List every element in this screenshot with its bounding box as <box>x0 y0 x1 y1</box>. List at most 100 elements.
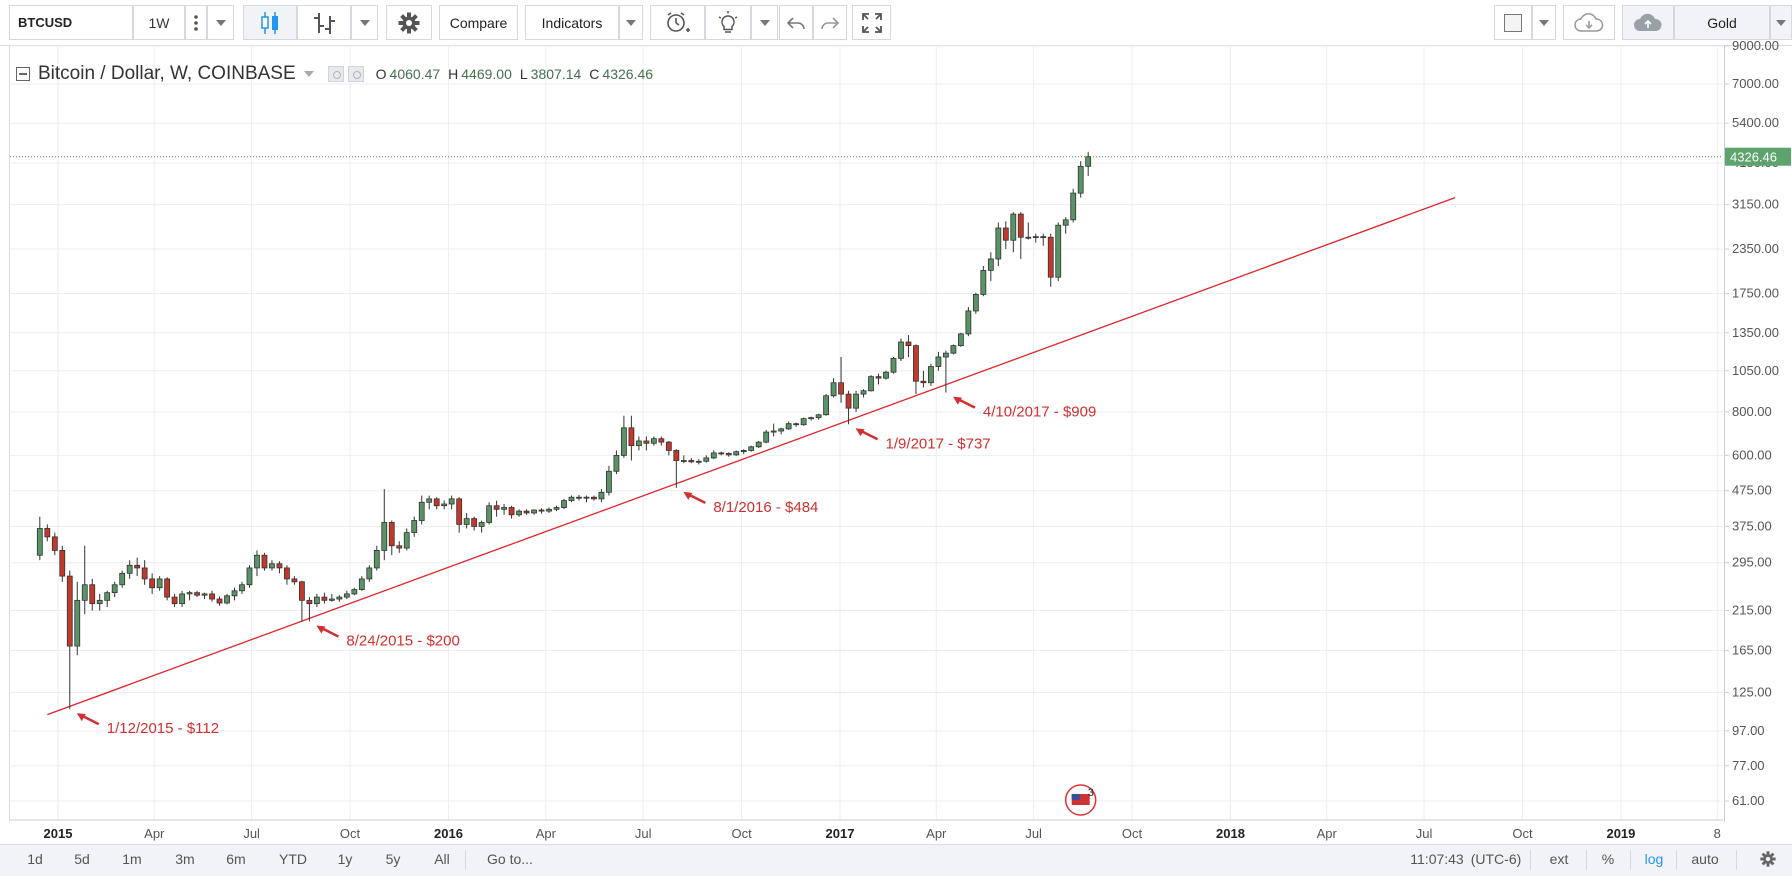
candle[interactable] <box>763 429 770 444</box>
candle[interactable] <box>965 307 972 337</box>
candle[interactable] <box>561 498 567 510</box>
price-axis[interactable] <box>1724 46 1792 822</box>
candle[interactable] <box>673 449 680 488</box>
candle[interactable] <box>546 507 552 513</box>
load-chart-button[interactable] <box>1563 5 1615 40</box>
candle[interactable] <box>1077 161 1084 198</box>
candle[interactable] <box>883 370 889 380</box>
candle[interactable] <box>972 292 979 314</box>
candle[interactable] <box>733 450 740 456</box>
candle[interactable] <box>1002 221 1009 249</box>
candle[interactable] <box>800 417 807 426</box>
annotation[interactable]: 8/1/2016 - $484 <box>683 491 818 516</box>
candle[interactable] <box>478 520 485 533</box>
candle[interactable] <box>725 452 732 457</box>
candle[interactable] <box>845 390 852 425</box>
candle[interactable] <box>51 532 58 556</box>
candle[interactable] <box>1062 217 1069 234</box>
candle[interactable] <box>246 565 253 588</box>
candle[interactable] <box>463 512 470 529</box>
candle[interactable] <box>343 590 350 600</box>
candle[interactable] <box>740 449 747 455</box>
candle[interactable] <box>531 509 537 515</box>
candle[interactable] <box>433 497 440 510</box>
candle[interactable] <box>650 436 657 446</box>
candle[interactable] <box>695 459 702 465</box>
events-badge[interactable]: 3 <box>1064 784 1097 816</box>
candle[interactable] <box>164 577 171 601</box>
candle[interactable] <box>486 502 493 525</box>
candle[interactable] <box>313 593 320 608</box>
candle[interactable] <box>905 335 912 358</box>
candle[interactable] <box>748 445 755 452</box>
candle[interactable] <box>943 350 949 393</box>
candle[interactable] <box>44 524 51 542</box>
settings-button[interactable] <box>386 5 432 40</box>
range-5y[interactable]: 5y <box>385 851 401 867</box>
annotation[interactable]: 8/24/2015 - $200 <box>316 625 460 649</box>
ideas-dropdown-button[interactable] <box>751 5 778 40</box>
candle[interactable] <box>111 581 118 598</box>
auto-toggle[interactable]: auto <box>1691 851 1719 867</box>
range-5d[interactable]: 5d <box>74 851 90 867</box>
trendline[interactable] <box>47 197 1456 716</box>
candle[interactable] <box>785 421 792 430</box>
candle[interactable] <box>606 465 612 496</box>
candle[interactable] <box>74 581 81 656</box>
candle[interactable] <box>216 596 223 606</box>
candle[interactable] <box>898 338 904 362</box>
candle[interactable] <box>598 489 605 503</box>
annotation[interactable]: 1/12/2015 - $112 <box>76 713 219 737</box>
candle[interactable] <box>119 570 126 588</box>
candle[interactable] <box>201 592 208 600</box>
axis-settings-button[interactable] <box>1756 845 1780 873</box>
candle[interactable] <box>755 440 762 449</box>
candle[interactable] <box>373 545 380 571</box>
candle[interactable] <box>538 508 545 514</box>
candle[interactable] <box>59 545 66 582</box>
range-ytd[interactable]: YTD <box>279 851 307 867</box>
candle[interactable] <box>1070 188 1077 223</box>
candle[interactable] <box>838 357 844 403</box>
candle[interactable] <box>411 516 418 537</box>
candle[interactable] <box>388 520 395 556</box>
style-dropdown-button[interactable] <box>351 5 378 40</box>
candle[interactable] <box>1032 233 1039 243</box>
candle[interactable] <box>209 590 215 602</box>
candle[interactable] <box>516 509 522 517</box>
timezone-button[interactable]: (UTC-6) <box>1470 851 1522 867</box>
candle[interactable] <box>1010 212 1017 253</box>
candle[interactable] <box>299 580 305 622</box>
settings-icon[interactable] <box>347 66 364 82</box>
candle[interactable] <box>366 565 373 582</box>
candle[interactable] <box>134 557 141 577</box>
candle[interactable] <box>718 451 725 456</box>
compare-button[interactable]: Compare <box>439 5 518 40</box>
candle[interactable] <box>441 500 448 510</box>
candle[interactable] <box>1040 233 1047 246</box>
more-vert-icon[interactable] <box>185 5 207 40</box>
candle[interactable] <box>770 423 777 437</box>
candle[interactable] <box>621 415 627 458</box>
chevron-down-icon[interactable] <box>303 71 314 77</box>
candle[interactable] <box>928 363 934 386</box>
candle[interactable] <box>680 455 687 464</box>
annotation[interactable]: 4/10/2017 - $909 <box>952 396 1096 421</box>
candle[interactable] <box>96 593 103 611</box>
range-3m[interactable]: 3m <box>175 851 195 867</box>
ideas-button[interactable] <box>705 5 751 40</box>
candle[interactable] <box>613 450 620 475</box>
account-button[interactable]: Gold <box>1674 5 1770 40</box>
drawing-style-button[interactable] <box>1494 5 1532 40</box>
candle[interactable] <box>426 495 433 510</box>
visibility-icon[interactable] <box>327 66 344 82</box>
collapse-pane-icon[interactable] <box>16 67 30 81</box>
candle[interactable] <box>957 332 964 347</box>
candle[interactable] <box>568 495 575 503</box>
candle[interactable] <box>523 509 530 515</box>
candle[interactable] <box>815 413 822 420</box>
candle[interactable] <box>920 370 927 388</box>
candle[interactable] <box>194 590 200 598</box>
interval-dropdown-button[interactable] <box>207 5 234 40</box>
candle[interactable] <box>793 422 800 427</box>
